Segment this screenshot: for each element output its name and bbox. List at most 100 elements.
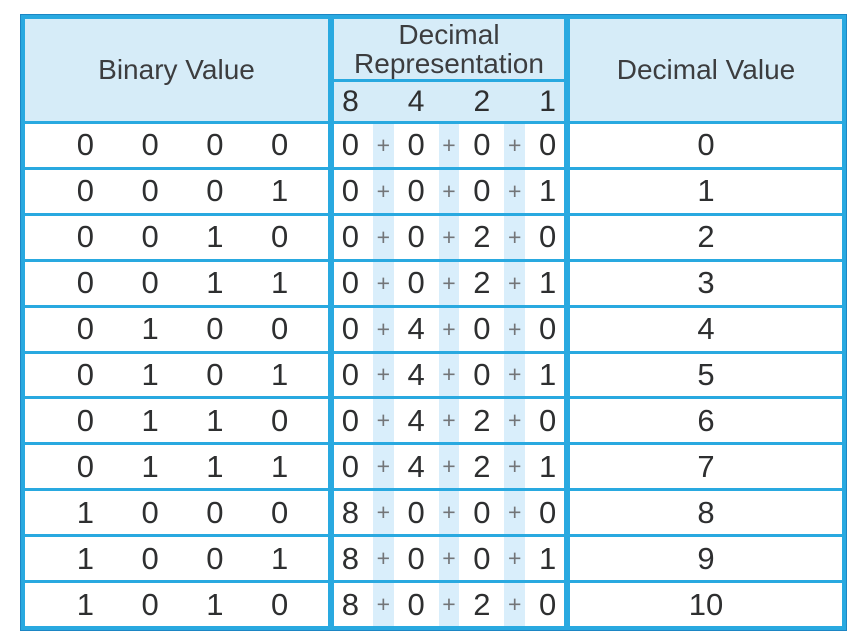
decimal-value-cell: 7 — [570, 445, 842, 488]
binary-value-cell: 0 0 1 0 — [25, 216, 328, 259]
table-header-row: Binary Value Decimal Representation 8 4 … — [25, 19, 842, 124]
binary-bit-1: 0 — [271, 586, 289, 622]
addend-2s-place: 0 — [473, 173, 491, 209]
binary-bit-2: 0 — [206, 494, 224, 530]
decimal-value-cell: 6 — [570, 399, 842, 442]
binary-bit-2: 0 — [206, 127, 224, 163]
place-value-spacer — [367, 82, 400, 121]
binary-value-cell: 0 0 1 1 — [25, 262, 328, 305]
decimal-value-cell: 4 — [570, 308, 842, 351]
addend-2s-place: 2 — [473, 402, 491, 438]
plus-sign: + — [366, 537, 400, 581]
addend-4s-place: 4 — [407, 448, 425, 484]
plus-sign: + — [432, 261, 466, 305]
decimal-representation-cell: 0 + 0 + 2 + 0 — [328, 215, 570, 259]
decimal-value: 5 — [697, 356, 715, 392]
plus-sign: + — [432, 169, 466, 213]
plus-sign: + — [498, 399, 532, 443]
plus-sign: + — [432, 445, 466, 489]
addend-1s-place: 0 — [538, 311, 557, 347]
binary-to-decimal-table: Binary Value Decimal Representation 8 4 … — [21, 15, 846, 630]
decimal-representation-cell: 0 + 4 + 0 + 0 — [328, 307, 570, 351]
plus-sign: + — [366, 307, 400, 351]
binary-bit-2: 0 — [206, 540, 224, 576]
binary-bit-4: 0 — [141, 219, 159, 255]
place-value-spacer — [433, 82, 466, 121]
binary-bit-2: 1 — [206, 448, 224, 484]
binary-bit-4: 1 — [141, 448, 159, 484]
binary-bit-2: 1 — [206, 219, 224, 255]
header-decimal-value-label: Decimal Value — [616, 54, 796, 86]
decimal-representation-cell: 0 + 0 + 0 + 1 — [328, 169, 570, 213]
plus-sign: + — [366, 445, 400, 489]
table-row: 0 1 1 0 0 + 4 + 2 + 0 6 — [25, 396, 842, 443]
binary-bit-4: 0 — [141, 540, 159, 576]
decimal-representation-cell: 8 + 0 + 0 + 1 — [328, 537, 570, 581]
addend-2s-place: 2 — [473, 219, 491, 255]
addend-4s-place: 0 — [407, 586, 425, 622]
addend-8s-place: 0 — [341, 448, 360, 484]
table-row: 1 0 0 0 8 + 0 + 0 + 0 8 — [25, 488, 842, 535]
addend-4s-place: 0 — [407, 127, 425, 163]
addend-1s-place: 1 — [538, 356, 557, 392]
binary-bit-8: 0 — [76, 311, 94, 347]
addend-4s-place: 0 — [407, 173, 425, 209]
plus-sign: + — [498, 583, 532, 626]
plus-sign: + — [366, 491, 400, 535]
binary-bit-4: 0 — [141, 586, 159, 622]
binary-bit-1: 1 — [271, 540, 289, 576]
binary-bit-8: 0 — [76, 448, 94, 484]
plus-sign: + — [498, 124, 532, 167]
plus-sign: + — [432, 491, 466, 535]
decimal-value: 3 — [697, 265, 715, 301]
decimal-value-cell: 0 — [570, 124, 842, 167]
plus-sign: + — [366, 124, 400, 167]
header-decimal-value: Decimal Value — [570, 19, 842, 121]
addend-1s-place: 0 — [538, 219, 557, 255]
addend-8s-place: 0 — [341, 356, 360, 392]
decimal-value: 8 — [697, 494, 715, 530]
place-value-2: 2 — [473, 84, 491, 118]
decimal-value: 0 — [697, 127, 715, 163]
decimal-representation-cell: 0 + 4 + 2 + 0 — [328, 399, 570, 443]
table-row: 0 0 1 1 0 + 0 + 2 + 1 3 — [25, 258, 842, 305]
plus-sign: + — [432, 583, 466, 626]
addend-2s-place: 0 — [473, 494, 491, 530]
decimal-value-cell: 2 — [570, 216, 842, 259]
addend-4s-place: 4 — [407, 402, 425, 438]
header-binary-value-label: Binary Value — [98, 54, 255, 86]
header-decimal-representation-label: Decimal Representation — [354, 18, 544, 79]
decimal-representation-cell: 0 + 4 + 2 + 1 — [328, 445, 570, 489]
binary-bit-4: 0 — [141, 265, 159, 301]
binary-bit-8: 0 — [76, 127, 94, 163]
addend-8s-place: 8 — [341, 540, 360, 576]
addend-1s-place: 1 — [538, 540, 557, 576]
plus-sign: + — [498, 261, 532, 305]
binary-bit-2: 0 — [206, 173, 224, 209]
binary-bit-1: 1 — [271, 265, 289, 301]
binary-value-cell: 0 1 0 0 — [25, 308, 328, 351]
decimal-value: 9 — [697, 540, 715, 576]
binary-bit-1: 0 — [271, 494, 289, 530]
decimal-representation-cell: 0 + 4 + 0 + 1 — [328, 353, 570, 397]
addend-8s-place: 0 — [341, 265, 360, 301]
table-row: 0 1 0 1 0 + 4 + 0 + 1 5 — [25, 350, 842, 397]
binary-bit-8: 0 — [76, 356, 94, 392]
addend-1s-place: 0 — [538, 586, 557, 622]
decimal-value-cell: 10 — [570, 583, 842, 626]
plus-sign: + — [366, 583, 400, 626]
plus-sign: + — [366, 215, 400, 259]
binary-bit-8: 0 — [76, 402, 94, 438]
plus-sign: + — [432, 124, 466, 167]
binary-value-cell: 1 0 0 1 — [25, 537, 328, 580]
table-row: 1 0 0 1 8 + 0 + 0 + 1 9 — [25, 534, 842, 581]
binary-bit-2: 1 — [206, 265, 224, 301]
binary-bit-2: 1 — [206, 586, 224, 622]
addend-1s-place: 0 — [538, 402, 557, 438]
binary-bit-4: 0 — [141, 494, 159, 530]
plus-sign: + — [432, 353, 466, 397]
header-binary-value: Binary Value — [25, 19, 328, 121]
addend-8s-place: 0 — [341, 127, 360, 163]
addend-2s-place: 0 — [473, 127, 491, 163]
binary-value-cell: 1 0 1 0 — [25, 583, 328, 626]
